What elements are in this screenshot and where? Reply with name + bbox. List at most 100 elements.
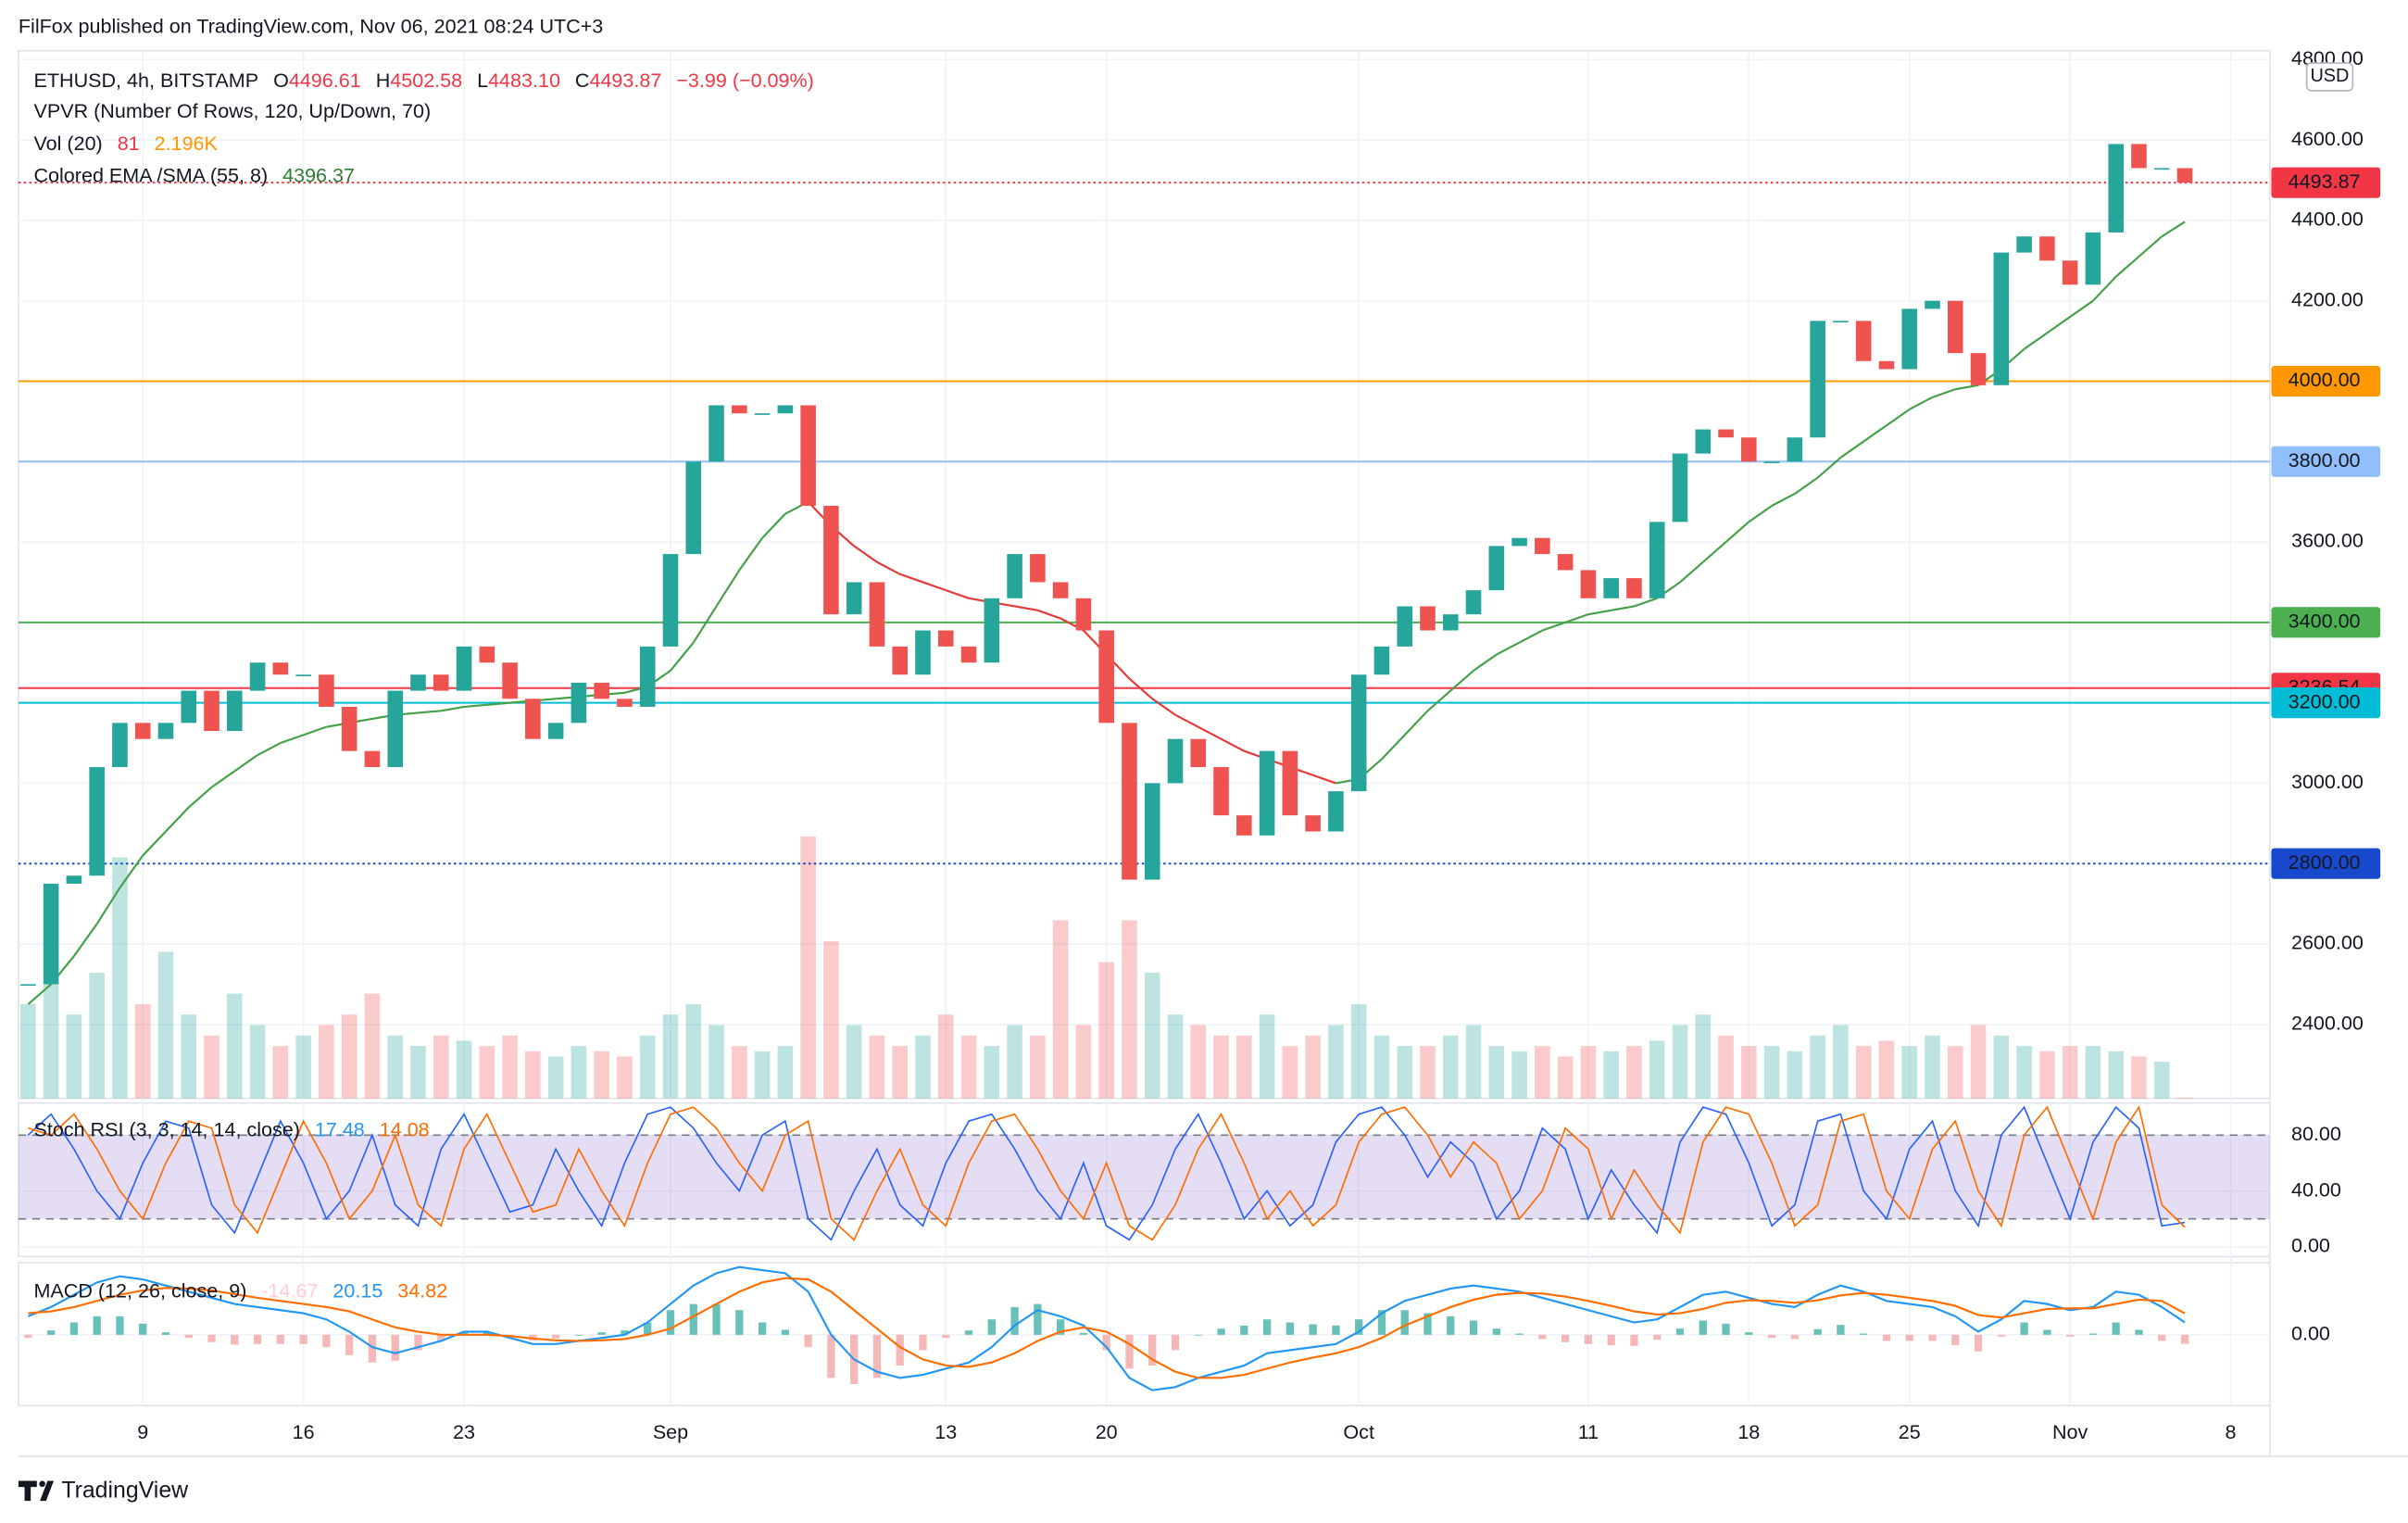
volume-bar	[1878, 1040, 1895, 1099]
histogram-bar	[437, 1334, 445, 1341]
candle	[2062, 260, 2078, 285]
level-label-box	[2271, 607, 2381, 638]
currency-box	[2305, 62, 2354, 92]
histogram-bar	[1584, 1334, 1593, 1344]
histogram-bar	[872, 1334, 882, 1378]
candle	[732, 405, 747, 414]
histogram-bar	[1675, 1328, 1685, 1335]
level-label: 3200.00	[2289, 689, 2361, 712]
histogram-bar	[712, 1303, 721, 1335]
histogram-bar	[231, 1334, 239, 1345]
ema-segment	[2161, 220, 2186, 238]
histogram-bar	[1538, 1334, 1547, 1340]
candle	[846, 582, 862, 615]
volume-bar	[2039, 1051, 2055, 1099]
histogram-bar	[1745, 1332, 1753, 1335]
volume-bar	[1305, 1035, 1321, 1099]
volume-bar	[43, 983, 59, 1099]
candle	[1535, 537, 1550, 555]
histogram-bar	[666, 1310, 675, 1335]
candle	[112, 723, 128, 768]
y-tick-label: 2600.00	[2291, 931, 2364, 954]
histogram-bar	[621, 1330, 629, 1335]
histogram-bar	[1034, 1303, 1042, 1335]
ema-segment	[2046, 316, 2071, 334]
volume-bar	[709, 1025, 724, 1099]
ema-segment	[2092, 275, 2117, 302]
ema-segment	[1403, 710, 1429, 736]
candle	[43, 883, 59, 985]
ema-segment	[1519, 629, 1543, 644]
volume-bar	[984, 1046, 1000, 1099]
stoch-title: Stoch RSI (3, 3, 14, 14, close)	[33, 1117, 299, 1140]
histogram-bar	[1309, 1324, 1317, 1335]
ema-segment	[463, 703, 487, 709]
candle	[823, 505, 839, 615]
histogram-bar	[1102, 1334, 1110, 1351]
ema-segment	[853, 545, 878, 563]
stoch-k-value: 17.48	[315, 1117, 365, 1140]
ema-segment	[1174, 713, 1199, 728]
candle	[960, 646, 977, 663]
volume-bar	[1259, 1014, 1275, 1099]
macd-value: 20.15	[332, 1278, 383, 1302]
volume-bar	[1397, 1046, 1413, 1099]
histogram-bar	[597, 1332, 606, 1335]
y-tick-label: 4400.00	[2291, 208, 2364, 231]
ema-segment	[1955, 384, 1979, 391]
candle	[662, 554, 679, 647]
ema-segment	[1862, 424, 1888, 443]
volume-bar	[204, 1035, 219, 1099]
candle	[1947, 300, 1963, 354]
histogram-bar	[1607, 1334, 1615, 1346]
volume-bar	[1718, 1035, 1734, 1099]
ohlc-label: H	[376, 69, 391, 92]
volume-bar	[181, 1014, 197, 1099]
candle	[937, 630, 954, 647]
x-tick-label: Nov	[2052, 1420, 2088, 1443]
histogram-bar	[1079, 1332, 1088, 1335]
ema-segment	[1794, 476, 1819, 495]
volume-bar	[112, 857, 128, 1099]
histogram-bar	[1194, 1334, 1202, 1336]
histogram-bar	[1561, 1334, 1570, 1342]
ohlc-value: 4483.10	[488, 69, 560, 92]
volume-bar	[1925, 1035, 1940, 1099]
ema-segment	[2114, 256, 2140, 278]
histogram-bar	[919, 1334, 927, 1351]
macd-line	[27, 1265, 2186, 1391]
signal-line	[28, 1277, 2186, 1379]
volume-bar	[1328, 1025, 1344, 1099]
volume-bar	[1763, 1046, 1780, 1099]
candle	[433, 674, 449, 691]
volume-bar	[732, 1046, 747, 1099]
histogram-bar	[1056, 1319, 1065, 1335]
candle	[1672, 453, 1688, 522]
candle	[1787, 437, 1803, 462]
level-label: 4000.00	[2289, 368, 2361, 391]
candle	[1030, 554, 1046, 583]
candle	[2108, 144, 2124, 233]
ema-segment	[1381, 734, 1406, 761]
macd-title: MACD (12, 26, close, 9)	[33, 1278, 246, 1302]
ema-segment	[1198, 725, 1223, 740]
ema-segment	[1679, 560, 1704, 584]
candle	[754, 413, 771, 415]
candle	[709, 405, 724, 462]
volume-bar	[89, 972, 105, 1099]
volume-bar	[1144, 972, 1160, 1099]
histogram-bar	[1010, 1306, 1019, 1335]
volume-bar	[777, 1046, 794, 1099]
ema-segment	[1128, 677, 1153, 700]
ema-segment	[1771, 493, 1796, 507]
histogram-bar	[1974, 1334, 1983, 1352]
candle	[1259, 750, 1275, 836]
volume-bar	[227, 993, 243, 1099]
candle	[364, 750, 381, 768]
volume-bar	[1052, 920, 1069, 1099]
candle	[2153, 168, 2170, 170]
volume-bar	[319, 1025, 334, 1099]
histogram-bar	[1515, 1333, 1524, 1335]
ohlc-label: C	[575, 69, 590, 92]
volume-bar	[2085, 1046, 2101, 1099]
